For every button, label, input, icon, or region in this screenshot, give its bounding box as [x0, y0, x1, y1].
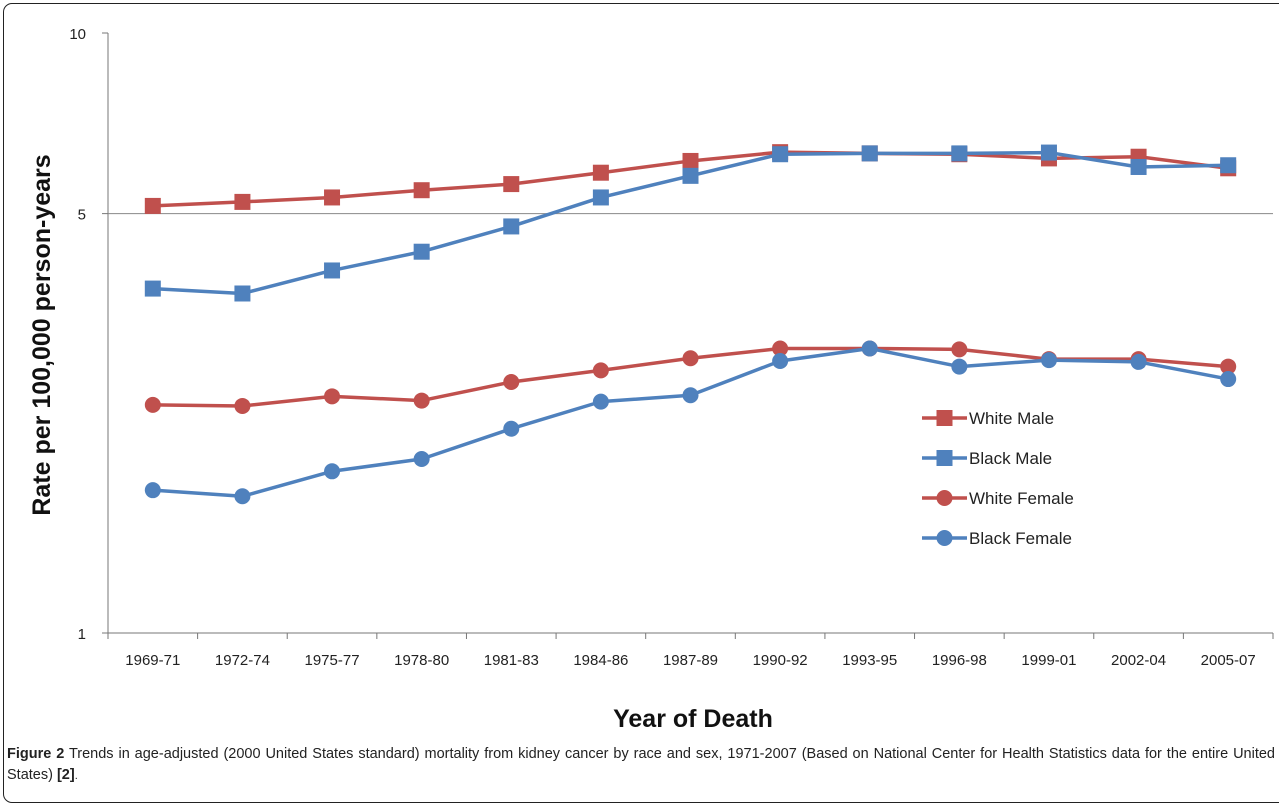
data-point-black-female: [592, 393, 609, 410]
legend-item-white-female: White Female: [922, 489, 1074, 508]
data-point-black-male: [772, 146, 789, 163]
y-tick-label: 1: [78, 626, 86, 643]
data-point-black-female: [503, 420, 520, 437]
data-point-white-female: [592, 362, 609, 379]
data-point-white-male: [682, 152, 699, 169]
series-layer: [144, 144, 1237, 505]
series-black-male: [144, 144, 1237, 302]
x-axis-title: Year of Death: [613, 705, 773, 733]
data-point-black-male: [1040, 144, 1057, 161]
data-point-white-male: [503, 176, 520, 193]
legend-label: White Female: [969, 489, 1074, 508]
x-tick-label: 1978-80: [394, 652, 449, 669]
data-point-black-female: [861, 340, 878, 357]
figure-label: Figure 2: [7, 746, 65, 762]
data-point-black-female: [234, 488, 251, 505]
data-point-white-female: [324, 388, 341, 405]
data-point-black-female: [324, 463, 341, 480]
data-point-black-female: [1040, 352, 1057, 369]
data-point-black-male: [324, 262, 341, 279]
data-point-black-male: [144, 280, 161, 297]
data-point-black-male: [861, 145, 878, 162]
caption-text: Trends in age-adjusted (2000 United Stat…: [7, 746, 1275, 783]
legend: White Male Black Male White Female Black Fe…: [922, 409, 1074, 548]
x-tick-label: 2005-07: [1201, 652, 1256, 669]
data-point-black-male: [234, 285, 251, 302]
data-point-black-female: [772, 353, 789, 370]
data-point-black-male: [592, 189, 609, 206]
data-point-white-male: [413, 182, 430, 199]
x-tick-label: 1993-95: [842, 652, 897, 669]
x-tick-label: 2002-04: [1111, 652, 1166, 669]
data-point-black-male: [503, 218, 520, 235]
y-tick-label: 10: [69, 26, 86, 43]
figure-caption: Figure 2 Trends in age-adjusted (2000 Un…: [7, 744, 1275, 787]
data-point-black-male: [413, 243, 430, 260]
legend-label: Black Female: [969, 529, 1072, 548]
x-tick-label: 1981-83: [484, 652, 539, 669]
legend-item-black-female: Black Female: [922, 529, 1072, 548]
x-tick-label: 1999-01: [1021, 652, 1076, 669]
legend-item-white-male: White Male: [922, 409, 1054, 428]
line-chart: 1 5 10 1969-71 1972-74 1975-77 1978-80 1981-83 1…: [28, 26, 1274, 733]
data-point-white-female: [682, 350, 699, 367]
legend-label: Black Male: [969, 449, 1052, 468]
data-point-white-female: [413, 392, 430, 409]
data-point-white-male: [144, 197, 161, 214]
data-point-black-female: [1130, 353, 1147, 370]
data-point-black-female: [951, 358, 968, 375]
x-tick-label: 1987-89: [663, 652, 718, 669]
legend-marker: [936, 410, 953, 426]
y-axis-title: Rate per 100,000 person-years: [28, 154, 56, 515]
data-point-black-male: [951, 145, 968, 162]
data-point-black-male: [1220, 157, 1237, 174]
data-point-white-male: [324, 189, 341, 206]
data-point-white-female: [234, 397, 251, 414]
x-tick-label: 1972-74: [215, 652, 270, 669]
data-point-white-female: [503, 374, 520, 391]
data-point-black-male: [1130, 158, 1147, 175]
legend-marker: [936, 490, 953, 506]
chart-axes: 1 5 10 1969-71 1972-74 1975-77 1978-80 1981-83 1…: [69, 26, 1274, 669]
data-point-white-male: [592, 164, 609, 181]
data-point-black-female: [413, 450, 430, 467]
x-tick-label: 1969-71: [125, 652, 180, 669]
data-point-black-male: [682, 167, 699, 184]
data-point-white-female: [144, 396, 161, 413]
caption-reference: [2]: [56, 767, 75, 783]
series-line-black-female: [152, 346, 1229, 499]
data-point-black-female: [682, 387, 699, 404]
legend-marker: [936, 530, 953, 546]
x-tick-label: 1996-98: [932, 652, 987, 669]
x-tick-label: 1975-77: [305, 652, 360, 669]
legend-label: White Male: [969, 409, 1054, 428]
y-tick-label: 5: [78, 207, 86, 224]
data-point-white-female: [1220, 358, 1237, 375]
data-point-black-female: [144, 482, 161, 499]
data-point-white-female: [951, 341, 968, 358]
legend-item-black-male: Black Male: [922, 449, 1052, 468]
x-tick-label: 1984-86: [573, 652, 628, 669]
data-point-white-male: [234, 193, 251, 210]
legend-marker: [936, 450, 953, 466]
caption-tail: .: [74, 770, 78, 782]
x-tick-label: 1990-92: [753, 652, 808, 669]
series-black-female: [144, 340, 1237, 505]
data-point-white-female: [772, 340, 789, 357]
data-point-black-female: [1220, 371, 1237, 388]
